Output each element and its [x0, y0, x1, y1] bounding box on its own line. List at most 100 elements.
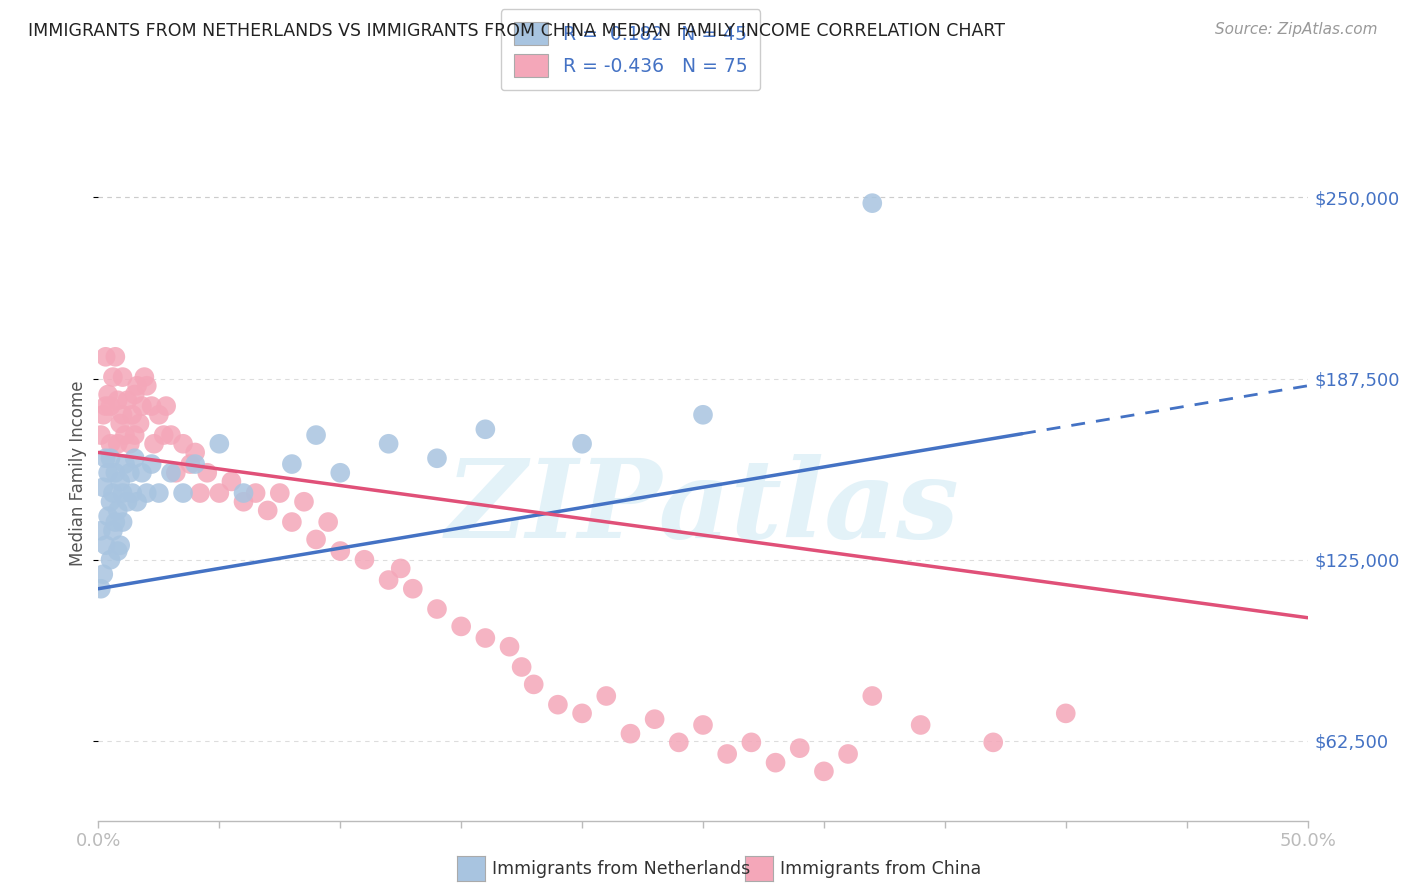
Point [91, 408, 114, 422]
Point [571, 706, 593, 721]
Point [221, 475, 243, 489]
Point [117, 494, 139, 508]
Point [104, 466, 127, 480]
Point [184, 445, 207, 459]
Point [131, 466, 153, 480]
Point [111, 486, 134, 500]
Point [141, 457, 163, 471]
Point [426, 602, 449, 616]
Point [281, 515, 304, 529]
Point [571, 436, 593, 450]
Point [426, 451, 449, 466]
Point [118, 466, 141, 480]
Point [97, 466, 120, 480]
Point [104, 515, 127, 529]
Point [104, 350, 127, 364]
Point [91, 480, 114, 494]
Point [124, 387, 146, 401]
Point [118, 436, 141, 450]
Point [143, 436, 166, 450]
Point [127, 378, 149, 392]
Point [188, 486, 211, 500]
Point [523, 677, 546, 691]
Point [547, 698, 569, 712]
Point [208, 436, 231, 450]
Y-axis label: Median Family Income: Median Family Income [69, 380, 87, 566]
Point [305, 533, 328, 547]
Point [100, 552, 122, 567]
Point [860, 689, 883, 703]
Point [134, 370, 156, 384]
Point [353, 552, 375, 567]
Legend: R =  0.182   N = 45, R = -0.436   N = 75: R = 0.182 N = 45, R = -0.436 N = 75 [501, 9, 761, 90]
Point [97, 387, 120, 401]
Point [124, 451, 146, 466]
Point [1054, 706, 1077, 721]
Point [94, 451, 117, 466]
Point [692, 718, 714, 732]
Point [813, 764, 835, 779]
Point [107, 544, 129, 558]
Point [765, 756, 787, 770]
Point [160, 428, 183, 442]
Point [131, 399, 153, 413]
Point [450, 619, 472, 633]
Point [90, 582, 112, 596]
Point [111, 515, 134, 529]
Point [101, 486, 124, 500]
Point [117, 393, 139, 408]
Point [281, 457, 304, 471]
Point [172, 436, 194, 450]
Text: Immigrants from Netherlands: Immigrants from Netherlands [492, 860, 751, 878]
Point [789, 741, 811, 756]
Point [148, 486, 170, 500]
Point [668, 735, 690, 749]
Point [101, 524, 124, 538]
Point [90, 428, 112, 442]
Point [108, 538, 131, 552]
Point [107, 393, 129, 408]
Point [860, 196, 883, 211]
Point [208, 486, 231, 500]
Point [316, 515, 339, 529]
Point [389, 561, 412, 575]
Point [111, 408, 134, 422]
Point [179, 457, 201, 471]
Point [510, 660, 533, 674]
Point [121, 408, 143, 422]
Point [305, 428, 328, 442]
Point [91, 567, 114, 582]
Point [160, 466, 183, 480]
Text: ZIPatlas: ZIPatlas [446, 454, 960, 561]
Point [195, 466, 218, 480]
Point [107, 436, 129, 450]
Point [152, 428, 174, 442]
Point [619, 726, 641, 740]
Point [94, 399, 117, 413]
Point [329, 466, 352, 480]
Point [837, 747, 859, 761]
Point [269, 486, 291, 500]
Point [90, 524, 112, 538]
Text: Source: ZipAtlas.com: Source: ZipAtlas.com [1215, 22, 1378, 37]
Point [121, 486, 143, 500]
Point [644, 712, 666, 726]
Point [100, 494, 122, 508]
Point [135, 486, 157, 500]
Point [94, 350, 117, 364]
Point [111, 370, 134, 384]
Point [124, 428, 146, 442]
Point [184, 457, 207, 471]
Point [135, 378, 157, 392]
Point [148, 408, 170, 422]
Point [377, 436, 399, 450]
Point [141, 399, 163, 413]
Point [981, 735, 1004, 749]
Point [245, 486, 267, 500]
Point [377, 573, 399, 587]
Point [232, 494, 254, 508]
Point [114, 457, 136, 471]
Point [716, 747, 738, 761]
Point [910, 718, 932, 732]
Point [94, 538, 117, 552]
